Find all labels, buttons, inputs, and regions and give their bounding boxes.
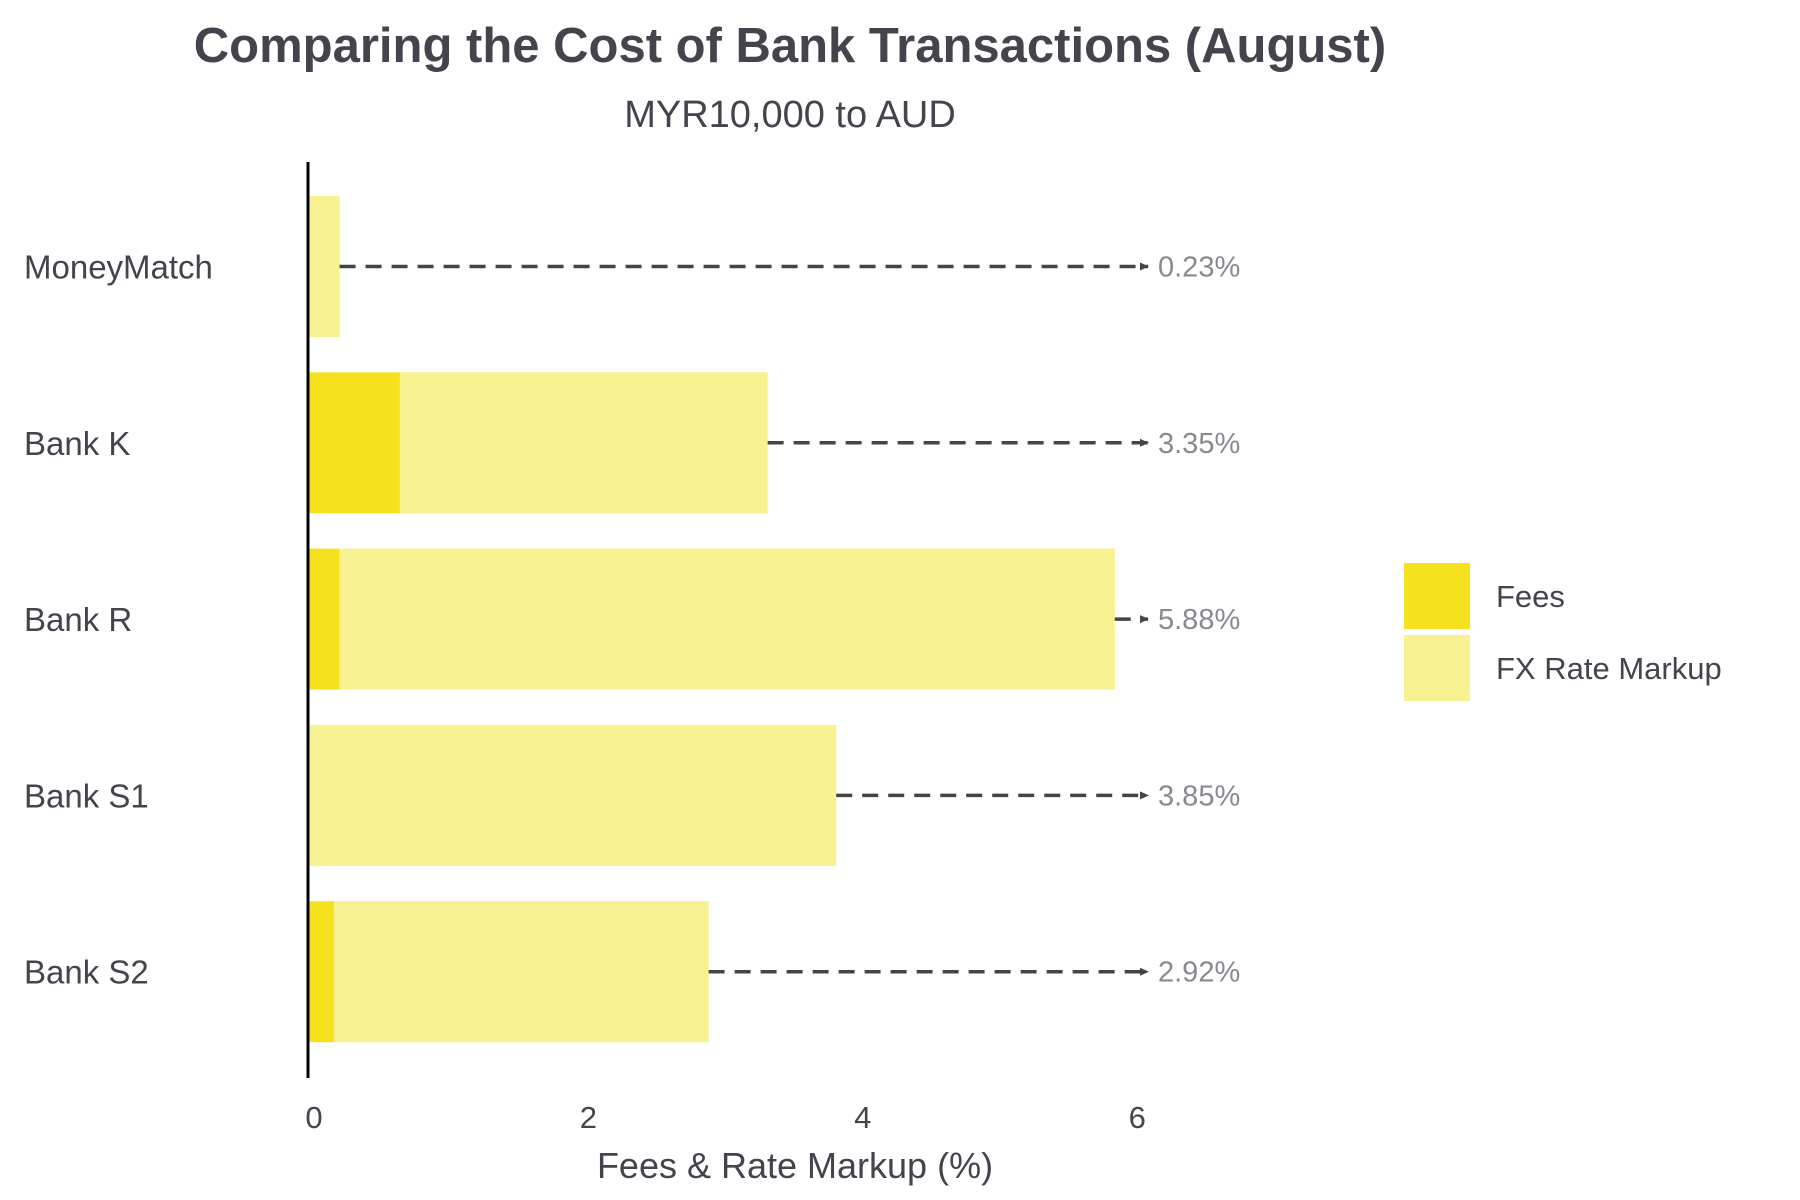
category-label: Bank S1 <box>24 777 149 814</box>
x-axis-ticks: 0 2 4 6 <box>305 1100 1145 1135</box>
total-label: 3.85% <box>1158 780 1240 812</box>
bar-bank-r-fees <box>308 548 340 690</box>
legend-label: Fees <box>1496 579 1565 614</box>
total-label: 3.35% <box>1158 428 1240 460</box>
bar-bank-s1-fx-rate-markup <box>308 724 837 866</box>
total-label: 5.88% <box>1158 604 1240 636</box>
bar-bank-k-fx-rate-markup <box>399 372 768 514</box>
x-tick-label: 2 <box>580 1100 597 1135</box>
x-tick-label: 6 <box>1129 1100 1146 1135</box>
bar-moneymatch-fx-rate-markup <box>308 196 340 337</box>
connectors-layer <box>339 262 1149 976</box>
total-label: 0.23% <box>1158 252 1240 284</box>
bar-bank-k-fees <box>308 372 400 514</box>
bars-layer <box>308 196 1115 1043</box>
category-label: Bank K <box>24 425 130 462</box>
category-label: MoneyMatch <box>24 249 213 286</box>
legend: Fees FX Rate Markup <box>1404 563 1722 701</box>
bar-bank-s2-fees <box>308 901 335 1043</box>
category-label: Bank R <box>24 601 132 638</box>
labels-layer: 0.23% MoneyMatch 3.35% Bank K 5.88% Bank R 3.8… <box>24 249 1240 991</box>
x-axis-title: Fees & Rate Markup (%) <box>597 1145 993 1186</box>
bar-bank-r-fx-rate-markup <box>339 548 1115 690</box>
legend-label: FX Rate Markup <box>1496 651 1722 686</box>
total-label: 2.92% <box>1158 957 1240 989</box>
chart-title: Comparing the Cost of Bank Transactions … <box>193 19 1387 73</box>
x-tick-label: 4 <box>854 1100 871 1135</box>
legend-swatch <box>1404 563 1470 629</box>
bar-bank-s2-fx-rate-markup <box>334 901 709 1043</box>
legend-swatch <box>1404 635 1470 701</box>
x-tick-label: 0 <box>305 1100 322 1135</box>
category-label: Bank S2 <box>24 954 149 991</box>
chart-subtitle: MYR10,000 to AUD <box>624 94 956 136</box>
